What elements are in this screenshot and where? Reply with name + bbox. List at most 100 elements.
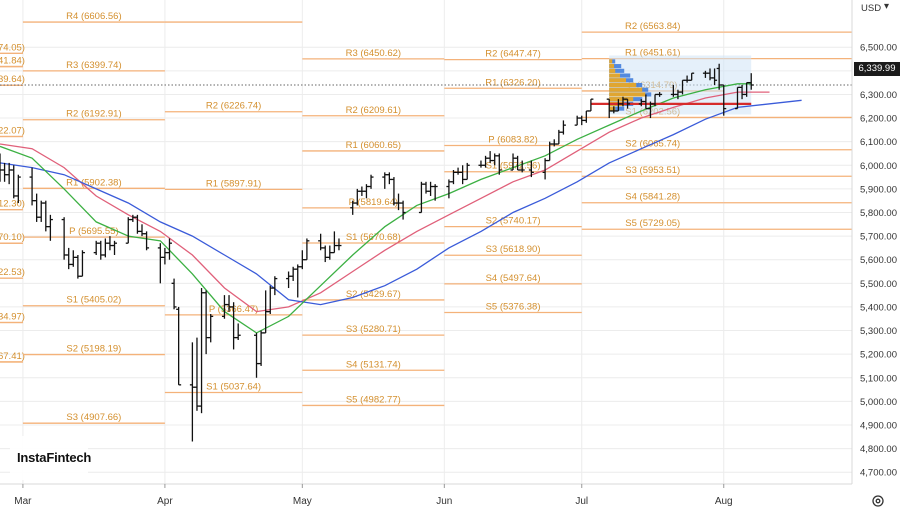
price-tick-label: 5,100.00 bbox=[860, 373, 897, 384]
ohlc-bar bbox=[460, 165, 466, 185]
pivot-label: 34.97) bbox=[0, 312, 25, 323]
ohlc-bar bbox=[327, 245, 333, 260]
time-axis: Mar Apr May Jun Jul Aug bbox=[0, 483, 900, 510]
pivot-label: S3 (5953.51) bbox=[625, 165, 680, 176]
ohlc-bar bbox=[304, 238, 310, 261]
ohlc-bar bbox=[336, 238, 342, 251]
pivot-label: S4 (5131.74) bbox=[346, 359, 401, 370]
volume-bin-main bbox=[609, 78, 627, 83]
volume-bin-side bbox=[609, 106, 625, 111]
time-axis-background bbox=[0, 484, 900, 510]
ohlc-bar bbox=[29, 167, 35, 206]
ohlc-bar bbox=[258, 330, 264, 366]
ohlc-bar bbox=[157, 243, 163, 284]
price-tick-label: 5,900.00 bbox=[860, 184, 897, 195]
pivot-label: 22.53) bbox=[0, 267, 25, 278]
volume-bin-main bbox=[609, 68, 616, 73]
ohlc-bar bbox=[208, 314, 214, 343]
ohlc-bar bbox=[47, 214, 53, 241]
price-tick-label: 5,300.00 bbox=[860, 326, 897, 337]
price-tick-label: 5,500.00 bbox=[860, 279, 897, 290]
volume-bin-side bbox=[609, 64, 622, 69]
pivot-label: R4 (6606.56) bbox=[66, 11, 121, 22]
pivot-label: R2 (6192.91) bbox=[66, 109, 121, 120]
ohlc-bar bbox=[560, 120, 566, 135]
pivot-label: R2 (6563.84) bbox=[625, 21, 680, 32]
pivot-label: 67.41) bbox=[0, 351, 25, 362]
price-tick-label: 5,800.00 bbox=[860, 208, 897, 219]
ohlc-bar bbox=[43, 200, 49, 232]
pivot-label: R3 (6399.74) bbox=[66, 60, 121, 71]
pivot-label: S3 (5618.90) bbox=[486, 244, 541, 255]
ohlc-bar bbox=[547, 141, 553, 162]
price-tick-label: 5,000.00 bbox=[860, 397, 897, 408]
ohlc-bar bbox=[464, 162, 470, 181]
ohlc-bar bbox=[125, 217, 131, 244]
pivot-label: P (5695.55) bbox=[69, 226, 118, 237]
volume-bin-main bbox=[609, 87, 643, 92]
ohlc-bar bbox=[625, 98, 631, 109]
month-tick-label: Jul bbox=[575, 496, 588, 507]
volume-bin-main bbox=[609, 92, 646, 97]
ohlc-bar bbox=[112, 240, 118, 255]
ohlc-bar bbox=[70, 250, 76, 267]
moving-average-line bbox=[0, 99, 802, 306]
pivot-levels: 74.05) 41.84) 39.64) 22.07) 12.30) 70.10) 22.5… bbox=[0, 11, 852, 424]
ohlc-bar bbox=[162, 247, 168, 265]
ohlc-bar bbox=[588, 98, 594, 112]
ohlc-bar bbox=[203, 290, 209, 355]
ohlc-bar bbox=[38, 200, 44, 222]
pivot-label: 74.05) bbox=[0, 42, 25, 53]
ohlc-bar bbox=[75, 254, 81, 279]
ohlc-bar bbox=[254, 332, 260, 378]
pivot-label: S3 (4907.66) bbox=[66, 412, 121, 423]
pivot-label: S2 (5740.17) bbox=[486, 216, 541, 227]
pivot-label: P (6083.82) bbox=[488, 134, 537, 145]
ohlc-bar bbox=[194, 337, 200, 411]
volume-bin-main bbox=[609, 64, 615, 69]
price-tick-label: 4,900.00 bbox=[860, 420, 897, 431]
ohlc-bar bbox=[432, 184, 438, 201]
ohlc-bar bbox=[139, 224, 145, 237]
ohlc-bar bbox=[166, 238, 172, 260]
pivot-label: R1 (6060.65) bbox=[346, 140, 401, 151]
ohlc-bar bbox=[93, 240, 99, 255]
pivot-label: R1 (5902.38) bbox=[66, 177, 121, 188]
price-tick-label: 6,200.00 bbox=[860, 114, 897, 125]
pivot-label: S5 (5729.05) bbox=[625, 218, 680, 229]
ohlc-bar bbox=[295, 264, 301, 298]
volume-bin-main bbox=[609, 82, 637, 88]
ohlc-bar bbox=[496, 153, 502, 175]
pivot-label: 12.30) bbox=[0, 199, 25, 210]
month-tick-label: Aug bbox=[715, 496, 733, 507]
ohlc-bar bbox=[171, 278, 177, 310]
ohlc-bar bbox=[11, 165, 17, 199]
ohlc-bar bbox=[721, 84, 727, 116]
ohlc-bar bbox=[263, 290, 269, 334]
price-tick-label: 6,100.00 bbox=[860, 137, 897, 148]
price-tick-label: 6,500.00 bbox=[860, 43, 897, 54]
chevron-down-icon[interactable]: ▾ bbox=[884, 1, 890, 12]
pivot-label: S4 (5841.28) bbox=[625, 192, 680, 203]
ohlc-bar bbox=[657, 92, 663, 97]
pivot-label: S1 (5405.02) bbox=[66, 295, 121, 306]
settings-icon[interactable] bbox=[871, 494, 885, 508]
volume-bin-main bbox=[609, 97, 634, 102]
pivot-label: 22.07) bbox=[0, 125, 25, 136]
volume-bin-main bbox=[609, 73, 621, 78]
currency-label[interactable]: USD bbox=[861, 3, 882, 14]
pivot-label: S4 (5497.64) bbox=[486, 273, 541, 284]
ohlc-bar bbox=[528, 160, 534, 178]
ohlc-bar bbox=[144, 231, 150, 251]
pivot-label: R1 (6451.61) bbox=[625, 48, 680, 59]
pivot-label: R1 (6326.20) bbox=[485, 77, 540, 88]
watermark-logo: InstaFintech bbox=[10, 436, 92, 480]
ohlc-bar bbox=[689, 72, 695, 81]
ohlc-bar bbox=[102, 238, 108, 258]
ohlc-bar bbox=[712, 68, 718, 85]
pivot-label: S2 (5198.19) bbox=[66, 344, 121, 355]
ohlc-bar bbox=[519, 160, 525, 173]
ohlc-bar bbox=[134, 214, 140, 234]
watermark-text: InstaFintech bbox=[17, 450, 92, 465]
